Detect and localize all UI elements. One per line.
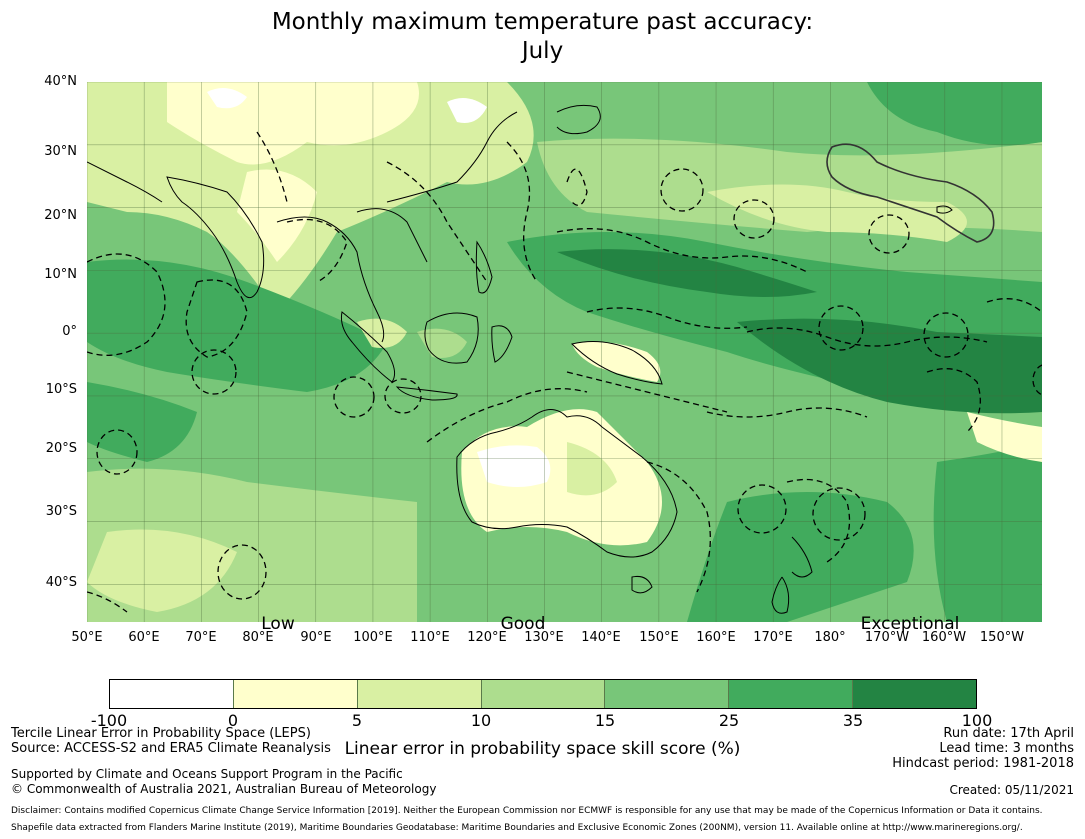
lat-label: 40°N [44, 74, 77, 89]
coastlines [87, 104, 953, 614]
lon-label: 160°W [921, 630, 967, 645]
colorbar-segment [110, 680, 234, 708]
colorbar-tick-label: 5 [351, 711, 363, 730]
colorbar-tick-label: 0 [227, 711, 239, 730]
lon-label: 150°W [979, 630, 1025, 645]
colorbar-segment [233, 680, 358, 708]
lon-label: 100°E [353, 630, 393, 645]
lon-label: 140°E [581, 630, 621, 645]
lat-label: 10°N [44, 267, 77, 282]
colorbar-segment [605, 680, 730, 708]
colorbar-segment [357, 680, 482, 708]
method-text: Tercile Linear Error in Probability Spac… [11, 726, 311, 741]
lon-label: 130°E [524, 630, 564, 645]
lat-label: 0° [62, 324, 77, 339]
colorbar-label: Linear error in probability space skill … [344, 739, 741, 759]
colorbar-tick-label: 25 [718, 711, 740, 730]
lon-label: 90°E [300, 630, 332, 645]
lon-label: 70°E [185, 630, 217, 645]
graticule [87, 82, 1042, 622]
copyright-text: © Commonwealth of Australia 2021, Austra… [11, 782, 437, 796]
lat-label: 20°N [44, 208, 77, 223]
lon-label: 80°E [242, 630, 274, 645]
colorbar [109, 679, 977, 709]
category-label-exceptional: Exceptional [860, 614, 960, 634]
shapefile-credit-text: Shapefile data extracted from Flanders M… [11, 823, 1023, 833]
title-line-2: July [521, 38, 564, 64]
colorbar-tick-label: 100 [961, 711, 993, 730]
created-text: Created: 05/11/2021 [949, 783, 1074, 797]
lon-label: 170°E [753, 630, 793, 645]
lat-label: 30°N [44, 144, 77, 159]
eez-boundaries [87, 131, 1042, 613]
support-text: Supported by Climate and Oceans Support … [11, 767, 403, 781]
colorbar-tick-label: 35 [842, 711, 864, 730]
lat-label: 10°S [45, 382, 77, 397]
colorbar-tick-label: 15 [594, 711, 616, 730]
colorbar-segment [481, 680, 606, 708]
run-date-text: Run date: 17th April [943, 726, 1074, 741]
lon-label: 150°E [639, 630, 679, 645]
title-line-1: Monthly maximum temperature past accurac… [271, 9, 814, 35]
colorbar-tick-label: 10 [470, 711, 492, 730]
source-text: Source: ACCESS-S2 and ERA5 Climate Reana… [11, 741, 331, 756]
disclaimer-text: Disclaimer: Contains modified Copernicus… [11, 806, 1043, 816]
lat-label: 40°S [45, 575, 77, 590]
hawaii-eez-boundary [826, 143, 995, 243]
lat-label: 20°S [45, 441, 77, 456]
lon-label: 120°E [467, 630, 507, 645]
map-canvas [87, 82, 1042, 622]
lon-label: 180° [814, 630, 846, 645]
colorbar-segment [729, 680, 854, 708]
skill-regions [87, 82, 1042, 622]
hindcast-text: Hindcast period: 1981-2018 [892, 756, 1074, 771]
lon-label: 160°E [696, 630, 736, 645]
colorbar-segment [853, 680, 977, 708]
category-label-good: Good [500, 614, 546, 634]
lon-label: 110°E [410, 630, 450, 645]
skill-score-map [87, 82, 1042, 622]
lon-label: 170°W [864, 630, 910, 645]
lon-label: 50°E [71, 630, 103, 645]
category-label-low: Low [261, 614, 295, 634]
colorbar-tick-label: -100 [90, 711, 128, 730]
lon-label: 60°E [128, 630, 160, 645]
lat-label: 30°S [45, 504, 77, 519]
lead-time-text: Lead time: 3 months [939, 741, 1074, 756]
chart-title: Monthly maximum temperature past accurac… [0, 8, 1085, 66]
